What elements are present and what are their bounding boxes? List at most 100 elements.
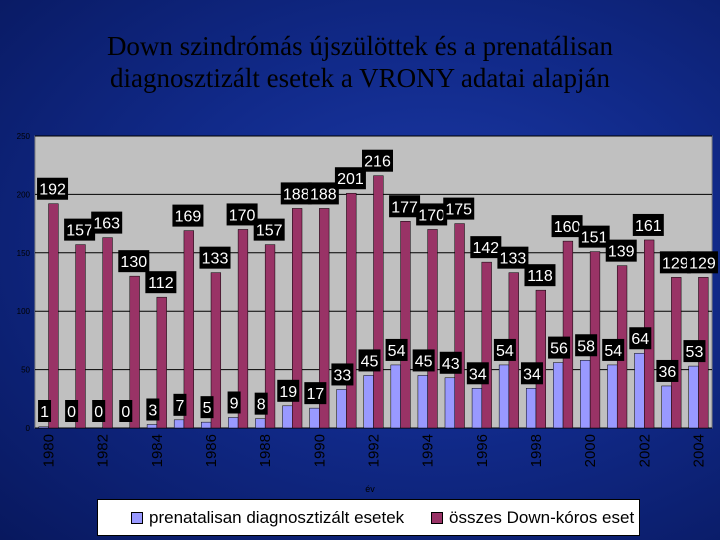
data-label-bg-total bbox=[686, 251, 718, 274]
bar-total bbox=[373, 175, 384, 429]
data-label-bg-total bbox=[605, 239, 637, 262]
data-label-bg-total bbox=[416, 203, 448, 226]
data-label-total: 157 bbox=[256, 223, 283, 240]
data-label-total: 157 bbox=[66, 223, 93, 240]
data-label-bg-prenatal bbox=[656, 359, 679, 382]
data-label-bg-total bbox=[118, 250, 150, 273]
bar-total bbox=[427, 229, 438, 429]
data-label-prenatal: 0 bbox=[67, 404, 76, 421]
data-label-bg-total bbox=[389, 195, 421, 218]
bar-prenatal bbox=[38, 426, 49, 429]
data-label-bg-prenatal bbox=[629, 327, 652, 350]
bar-total bbox=[400, 221, 411, 429]
title-line-2: diagnosztizált esetek a VRONY adatai ala… bbox=[109, 63, 611, 93]
bar-total bbox=[671, 277, 682, 429]
bar-total bbox=[183, 230, 194, 429]
data-label-bg-prenatal bbox=[277, 379, 300, 402]
data-label-prenatal: 56 bbox=[550, 341, 568, 358]
data-label-total: 142 bbox=[472, 240, 499, 257]
data-label-bg-prenatal bbox=[412, 349, 435, 372]
data-label-prenatal: 64 bbox=[631, 331, 649, 348]
bar-total bbox=[454, 223, 465, 429]
bar-total bbox=[535, 289, 546, 429]
data-label-total: 175 bbox=[445, 202, 472, 219]
data-label-prenatal: 54 bbox=[604, 343, 622, 360]
bar-total bbox=[319, 208, 330, 429]
data-label-bg-prenatal bbox=[119, 400, 133, 422]
bar-total bbox=[48, 203, 59, 429]
data-label-total: 160 bbox=[554, 219, 581, 236]
data-label-bg-prenatal bbox=[385, 338, 408, 361]
data-label-prenatal: 33 bbox=[334, 367, 352, 384]
data-label-prenatal: 34 bbox=[469, 366, 487, 383]
bar-prenatal bbox=[634, 352, 645, 429]
data-label-prenatal: 7 bbox=[175, 398, 184, 415]
legend-item-total: összes Down-kóros eset bbox=[431, 508, 634, 528]
data-label-bg-total bbox=[551, 215, 583, 238]
bar-prenatal bbox=[498, 364, 510, 429]
bar-total bbox=[292, 208, 303, 429]
legend-swatch-prenatal bbox=[131, 512, 143, 524]
bar-prenatal bbox=[363, 375, 374, 429]
data-label-bg-total bbox=[172, 204, 204, 227]
data-label-total: 151 bbox=[581, 230, 608, 247]
data-label-total: 188 bbox=[310, 186, 337, 203]
data-label-bg-prenatal bbox=[200, 396, 214, 419]
data-label-total: 170 bbox=[229, 207, 256, 224]
data-label-total: 118 bbox=[527, 268, 553, 285]
data-label-prenatal: 43 bbox=[442, 356, 460, 373]
y-tick-label: 50 bbox=[21, 366, 30, 375]
bar-total bbox=[562, 240, 574, 429]
data-label-bg-prenatal bbox=[493, 338, 516, 361]
x-tick-label: 1992 bbox=[366, 434, 383, 467]
bar-prenatal bbox=[553, 362, 564, 429]
bar-prenatal bbox=[444, 377, 455, 429]
data-label-total: 129 bbox=[689, 255, 716, 272]
data-label-total: 129 bbox=[662, 255, 689, 272]
bar-prenatal bbox=[228, 417, 239, 429]
data-label-total: 188 bbox=[283, 186, 310, 203]
bar-chart: 0 50 100 150 200 250 192 1 157 0 163 0 130 0 112 3 169 7 1… bbox=[17, 132, 718, 467]
data-label-total: 139 bbox=[608, 244, 635, 261]
data-label-prenatal: 45 bbox=[361, 353, 379, 370]
data-label-bg-prenatal bbox=[227, 391, 241, 414]
data-label-prenatal: 58 bbox=[577, 338, 595, 355]
data-label-total: 133 bbox=[500, 251, 527, 268]
x-axis-label: év bbox=[365, 484, 375, 494]
data-label-bg-total bbox=[37, 177, 69, 200]
data-label-bg-prenatal bbox=[358, 349, 381, 372]
data-label-bg-total bbox=[497, 246, 529, 269]
x-tick-label: 2002 bbox=[636, 434, 653, 467]
bar-total bbox=[102, 237, 113, 429]
data-label-total: 192 bbox=[39, 182, 66, 199]
data-label-bg-prenatal bbox=[254, 392, 268, 415]
bar-total bbox=[264, 244, 276, 429]
data-label-bg-total bbox=[199, 246, 231, 269]
data-label-total: 112 bbox=[148, 275, 174, 292]
data-label-bg-total bbox=[280, 182, 312, 205]
y-tick-label: 100 bbox=[17, 307, 31, 316]
data-label-bg-total bbox=[524, 264, 556, 287]
x-tick-label: 1998 bbox=[528, 434, 545, 467]
data-label-bg-prenatal bbox=[38, 400, 52, 422]
data-label-prenatal: 0 bbox=[121, 404, 130, 421]
data-label-prenatal: 19 bbox=[279, 384, 297, 401]
x-tick-label: 1986 bbox=[203, 434, 220, 467]
bar-prenatal bbox=[390, 364, 401, 429]
data-label-total: 201 bbox=[337, 171, 364, 188]
data-label-prenatal: 45 bbox=[415, 353, 433, 370]
data-label-total: 161 bbox=[635, 218, 662, 235]
data-label-total: 170 bbox=[418, 207, 445, 224]
x-tick-label: 1990 bbox=[311, 434, 328, 467]
bar-total bbox=[210, 272, 222, 429]
data-label-bg-total bbox=[145, 271, 177, 294]
data-label-total: 163 bbox=[93, 216, 120, 233]
data-label-bg-total bbox=[443, 197, 475, 220]
bar-prenatal bbox=[146, 424, 158, 429]
data-label-bg-prenatal bbox=[602, 338, 625, 361]
data-label-bg-prenatal bbox=[520, 362, 543, 385]
x-tick-label: 2004 bbox=[690, 434, 707, 467]
data-label-total: 133 bbox=[202, 251, 229, 268]
x-tick-label: 2000 bbox=[582, 434, 599, 467]
y-tick-label: 250 bbox=[17, 132, 31, 141]
